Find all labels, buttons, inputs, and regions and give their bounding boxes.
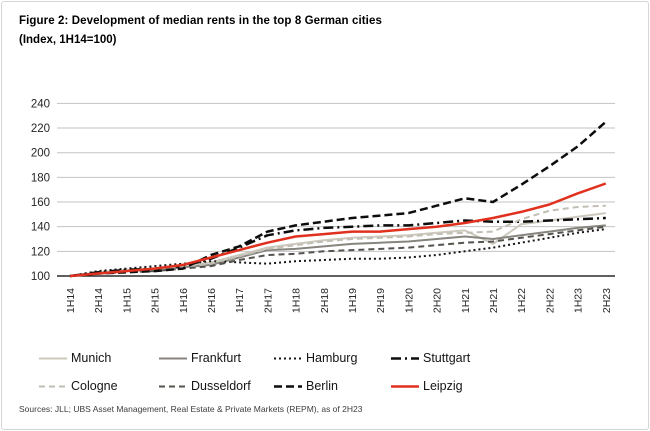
x-tick-label: 2H18 [319, 288, 331, 313]
legend-item-leipzig: Leipzig [391, 378, 463, 394]
legend-item-stuttgart: Stuttgart [391, 350, 470, 366]
legend-item-frankfurt: Frankfurt [159, 350, 241, 366]
y-tick-label: 220 [31, 123, 50, 135]
y-tick-label: 240 [31, 98, 50, 110]
hamburg-line-sample [274, 357, 302, 359]
legend-item-munich: Munich [39, 350, 111, 366]
legend-label: Leipzig [423, 379, 463, 393]
x-tick-label: 2H23 [601, 288, 613, 313]
munich-line-sample [39, 357, 67, 359]
x-tick-label: 2H21 [488, 288, 500, 313]
y-tick-label: 200 [31, 148, 50, 160]
dusseldorf-line-sample [159, 385, 187, 387]
x-tick-label: 1H22 [516, 288, 528, 313]
series-line-cologne [69, 204, 606, 277]
legend-label: Frankfurt [191, 351, 242, 365]
legend-label: Hamburg [306, 351, 358, 365]
legend-item-cologne: Cologne [39, 378, 118, 394]
legend-item-hamburg: Hamburg [274, 350, 357, 366]
x-tick-label: 1H21 [460, 288, 472, 313]
legend-item-dusseldorf: Dusseldorf [159, 378, 251, 394]
x-tick-label: 2H17 [262, 288, 274, 313]
leipzig-line-sample [391, 384, 419, 388]
legend-label: Berlin [306, 379, 338, 393]
x-tick-label: 1H16 [178, 288, 190, 313]
series-line-berlin [69, 120, 607, 278]
x-tick-label: 1H17 [234, 288, 246, 313]
x-tick-label: 1H19 [347, 288, 359, 313]
legend-label: Dusseldorf [191, 379, 251, 393]
x-tick-label: 2H15 [150, 288, 162, 313]
x-tick-label: 1H18 [291, 288, 303, 313]
y-tick-label: 160 [31, 197, 50, 209]
legend-label: Munich [71, 351, 112, 365]
x-tick-label: 1H14 [65, 288, 77, 313]
x-tick-label: 2H19 [375, 288, 387, 313]
x-tick-label: 2H16 [206, 288, 218, 313]
cologne-line-sample [39, 385, 67, 387]
series-line-leipzig [69, 182, 607, 278]
chart-legend: Munich Frankfurt Hamburg Stuttgart Colog… [2, 2, 648, 393]
x-tick-label: 1H15 [121, 288, 133, 313]
y-tick-label: 180 [31, 172, 50, 184]
y-tick-label: 120 [31, 246, 50, 258]
x-tick-label: 1H20 [403, 288, 415, 313]
legend-item-berlin: Berlin [274, 378, 338, 394]
figure-title: Figure 2: Development of median rents in… [19, 15, 382, 27]
stuttgart-line-sample [391, 356, 419, 360]
y-tick-label: 100 [31, 271, 50, 283]
legend-label: Stuttgart [423, 351, 471, 365]
x-tick-label: 2H20 [432, 288, 444, 313]
figure-subtitle: (Index, 1H14=100) [19, 34, 117, 46]
y-tick-label: 140 [31, 222, 50, 234]
x-tick-label: 2H14 [93, 288, 105, 313]
frankfurt-line-sample [159, 357, 187, 359]
x-tick-label: 2H22 [544, 288, 556, 313]
source-note: Sources: JLL; UBS Asset Management, Real… [19, 404, 363, 414]
berlin-line-sample [274, 384, 302, 388]
rent-chart: 100 120 140 160 180 200 220 240 1H14 2H14 1H15 2H15… [31, 98, 615, 313]
legend-label: Cologne [71, 379, 118, 393]
x-tick-label: 1H23 [573, 288, 585, 313]
